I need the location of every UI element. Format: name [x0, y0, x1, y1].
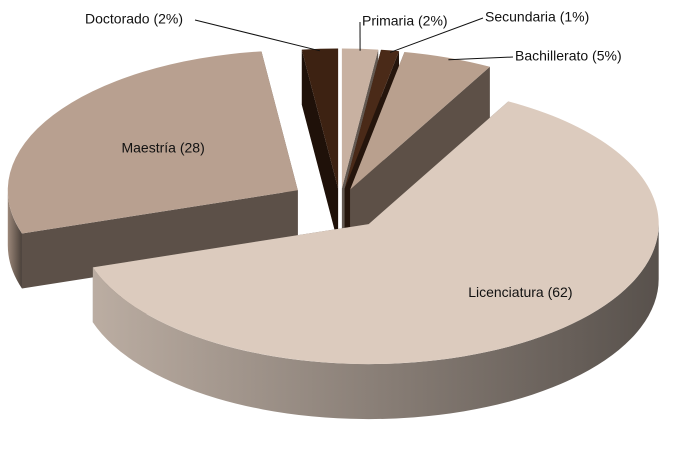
- slice-side: [301, 49, 339, 244]
- data-label: Licenciatura (62): [468, 284, 572, 300]
- data-label: Bachillerato (5%): [515, 48, 622, 64]
- data-label: Maestría (28): [121, 140, 204, 156]
- slice: [350, 51, 490, 190]
- leader-line: [448, 56, 514, 61]
- slice-side: [350, 66, 490, 245]
- slice-side: [21, 190, 298, 289]
- data-label: Secundaria (1%): [485, 9, 589, 25]
- slice: [301, 48, 339, 189]
- slice: [341, 48, 379, 189]
- data-label: Doctorado (2%): [85, 11, 183, 27]
- slice: [344, 49, 400, 189]
- leader-line: [389, 17, 484, 53]
- leader-line: [194, 19, 321, 52]
- slice: [92, 101, 659, 365]
- slice-wall: [7, 190, 22, 289]
- slice-wall: [92, 224, 659, 420]
- slice: [7, 51, 298, 234]
- data-label: Primaria (2%): [362, 13, 448, 29]
